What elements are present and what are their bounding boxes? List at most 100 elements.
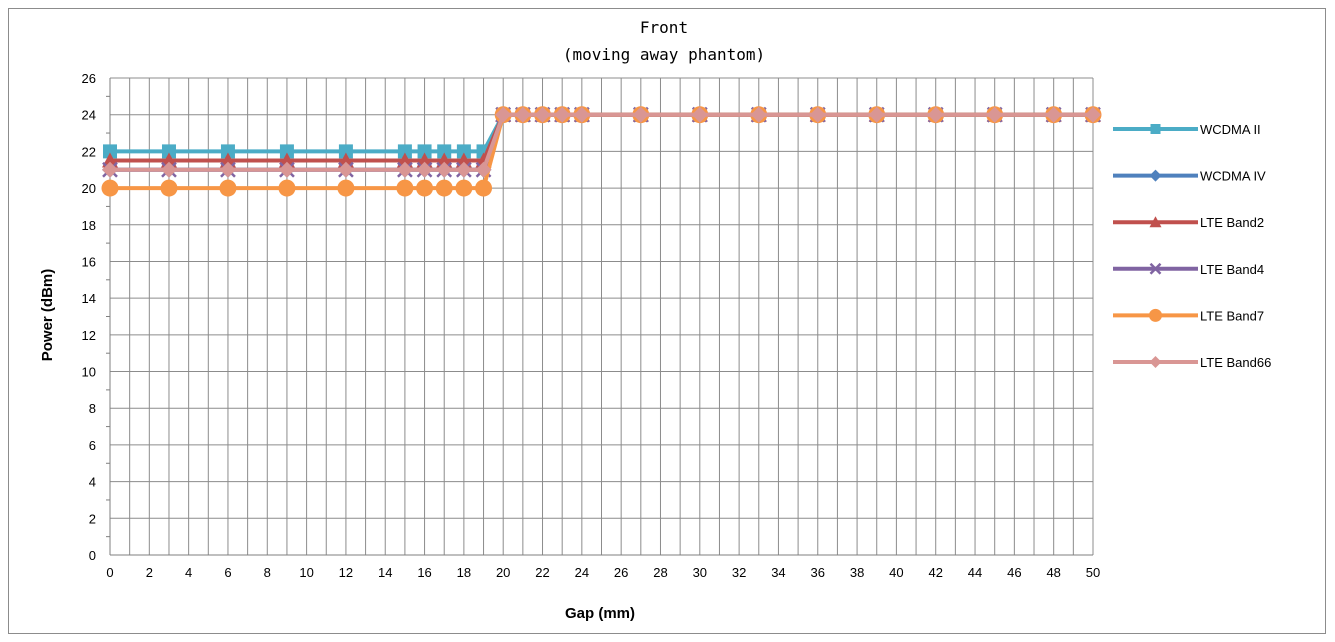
circle-marker	[416, 179, 434, 197]
triangle-marker	[436, 152, 453, 168]
series-layer	[101, 106, 1102, 197]
x-tick-label: 22	[535, 565, 549, 580]
x-tick-label: 48	[1046, 565, 1060, 580]
diamond-marker	[416, 161, 433, 178]
diamond-marker	[160, 161, 177, 178]
legend-item: WCDMA II	[1113, 122, 1261, 137]
y-axis-title: Power (dBm)	[39, 269, 56, 362]
diamond-marker	[986, 106, 1003, 123]
legend-label: LTE Band7	[1200, 308, 1264, 323]
square-marker	[103, 144, 117, 159]
y-tick-label: 10	[82, 365, 96, 380]
x-tick-label: 34	[771, 565, 785, 580]
diamond-marker	[102, 161, 118, 178]
diamond-marker	[750, 106, 767, 123]
diamond-marker	[573, 106, 590, 123]
diamond-marker	[278, 161, 295, 178]
diamond-marker	[495, 106, 512, 123]
triangle-marker	[219, 152, 236, 168]
circle-marker	[160, 179, 178, 197]
diamond-marker	[1085, 106, 1101, 123]
legend-label: LTE Band4	[1200, 262, 1264, 277]
y-tick-label: 6	[89, 438, 96, 453]
diamond-marker	[455, 161, 472, 178]
triangle-marker	[396, 152, 413, 168]
triangle-marker	[337, 152, 354, 168]
circle-marker	[475, 179, 493, 197]
square-marker	[279, 144, 294, 159]
circle-marker	[101, 179, 119, 197]
triangle-marker	[102, 152, 118, 168]
diamond-marker	[1149, 356, 1162, 368]
diamond-marker	[632, 106, 649, 123]
y-tick-label: 4	[89, 475, 96, 490]
circle-marker	[337, 179, 355, 197]
circle-marker	[219, 179, 237, 197]
x-tick-label: 36	[811, 565, 825, 580]
y-tick-label: 16	[82, 254, 96, 269]
diamond-marker	[514, 106, 531, 123]
x-tick-label: 42	[928, 565, 942, 580]
series-lte-band66	[102, 106, 1101, 178]
diamond-marker	[868, 106, 885, 123]
y-tick-label: 12	[82, 328, 96, 343]
diamond-marker	[1045, 106, 1062, 123]
y-tick-label: 22	[82, 144, 96, 159]
diamond-marker	[396, 161, 413, 178]
x-tick-label: 14	[378, 565, 392, 580]
diamond-marker	[337, 161, 354, 178]
legend-label: WCDMA II	[1200, 122, 1261, 137]
x-tick-label: 4	[185, 565, 192, 580]
x-tick-label: 16	[417, 565, 431, 580]
x-tick-label: 18	[457, 565, 471, 580]
y-tick-label: 20	[82, 181, 96, 196]
legend-label: LTE Band66	[1200, 355, 1271, 370]
chart-subtitle: (moving away phantom)	[563, 45, 765, 64]
diamond-marker	[219, 161, 236, 178]
x-tick-label: 46	[1007, 565, 1021, 580]
x-tick-label: 44	[968, 565, 982, 580]
circle-marker	[435, 179, 453, 197]
y-tick-label: 8	[89, 401, 96, 416]
square-marker	[220, 144, 235, 159]
x-marker	[1149, 262, 1162, 275]
triangle-marker	[278, 152, 295, 168]
square-marker	[456, 144, 471, 159]
square-marker	[161, 144, 176, 159]
diamond-marker	[927, 106, 944, 123]
legend-item: LTE Band7	[1113, 308, 1264, 323]
y-tick-label: 18	[82, 218, 96, 233]
square-marker	[437, 144, 452, 159]
square-marker	[1150, 124, 1161, 134]
y-tick-label: 2	[89, 511, 96, 526]
x-tick-label: 6	[224, 565, 231, 580]
diamond-marker	[1149, 169, 1162, 182]
y-tick-label: 0	[89, 548, 96, 563]
square-marker	[417, 144, 432, 159]
legend-item: LTE Band2	[1113, 215, 1264, 230]
x-tick-label: 24	[575, 565, 589, 580]
triangle-marker	[455, 152, 472, 168]
diamond-marker	[436, 161, 453, 178]
x-tick-label: 32	[732, 565, 746, 580]
square-marker	[397, 144, 412, 159]
y-tick-label: 26	[82, 71, 96, 86]
legend-label: WCDMA IV	[1200, 169, 1266, 184]
triangle-marker	[160, 152, 177, 168]
diamond-marker	[691, 106, 708, 123]
x-tick-label: 8	[264, 565, 271, 580]
square-marker	[338, 144, 353, 159]
x-tick-label: 26	[614, 565, 628, 580]
legend-item: LTE Band4	[1113, 262, 1264, 277]
diamond-marker	[475, 161, 492, 178]
circle-marker	[396, 179, 414, 197]
diamond-marker	[554, 106, 571, 123]
x-tick-label: 30	[693, 565, 707, 580]
x-tick-label: 38	[850, 565, 864, 580]
x-tick-label: 28	[653, 565, 667, 580]
x-tick-label: 2	[146, 565, 153, 580]
x-axis-title: Gap (mm)	[565, 605, 635, 622]
legend-item: WCDMA IV	[1113, 169, 1266, 184]
chart-title: Front	[640, 18, 688, 37]
